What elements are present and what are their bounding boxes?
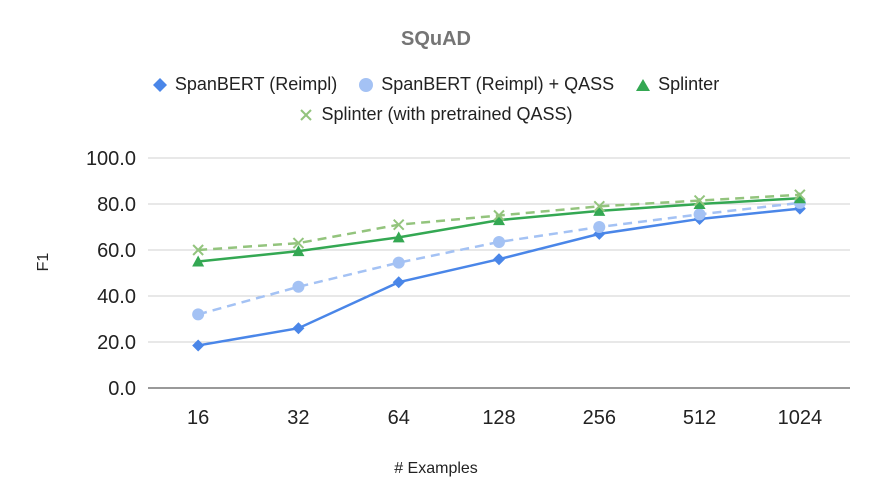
x-marker-stroke <box>393 218 405 231</box>
y-tick-label: 0.0 <box>108 378 136 400</box>
data-point-s0-2 <box>392 276 405 289</box>
legend-item-splinter: Splinter <box>636 74 719 95</box>
data-point-s1-0 <box>192 308 205 321</box>
x-tick-label: 512 <box>683 407 716 429</box>
legend-item-spanbert-qass: SpanBERT (Reimpl) + QASS <box>359 74 614 95</box>
data-point-s2-2 <box>392 231 405 243</box>
data-point-s2-0 <box>192 255 205 267</box>
data-point-s2-5 <box>693 198 706 209</box>
data-point-s0-1 <box>292 322 305 335</box>
data-point-s1-5 <box>693 208 706 221</box>
data-point-s1-1 <box>292 280 305 293</box>
legend-row-2: Splinter (with pretrained QASS) <box>0 104 872 125</box>
data-point-s3-5 <box>693 194 706 207</box>
data-point-s3-3 <box>493 209 505 222</box>
y-tick-label: 20.0 <box>97 332 136 354</box>
data-point-s3-0 <box>192 244 204 256</box>
data-point-s2-4 <box>593 204 606 216</box>
data-point-s0-0 <box>192 339 205 352</box>
circle-marker-icon <box>359 77 374 92</box>
data-point-s3-2 <box>393 218 405 231</box>
triangle-marker-icon <box>636 78 651 91</box>
y-axis-label: F1 <box>35 252 52 272</box>
data-point-s3-4 <box>593 200 605 213</box>
x-tick-label: 64 <box>388 407 410 429</box>
x-tick-label: 1024 <box>778 407 823 429</box>
legend-label-splinter: Splinter <box>658 74 720 94</box>
series-line-0 <box>197 207 800 347</box>
legend-row-1: SpanBERT (Reimpl) SpanBERT (Reimpl) + QA… <box>0 74 872 95</box>
chart-title: SQuAD <box>401 28 471 50</box>
x-marker-icon <box>300 108 313 121</box>
x-tick-label: 32 <box>287 407 309 429</box>
legend-label-spanbert-qass: SpanBERT (Reimpl) + QASS <box>381 74 615 94</box>
x-marker-stroke <box>292 237 305 249</box>
diamond-marker-icon <box>152 77 167 92</box>
data-point-s3-1 <box>292 237 305 249</box>
data-point-s2-1 <box>292 245 305 257</box>
series-line-2 <box>198 197 800 263</box>
x-axis-label: # Examples <box>394 460 478 477</box>
x-tick-label: 128 <box>482 407 515 429</box>
x-tick-label: 256 <box>583 407 616 429</box>
x-marker-stroke <box>794 189 806 201</box>
y-tick-label: 60.0 <box>97 240 136 262</box>
legend-label-spanbert: SpanBERT (Reimpl) <box>174 74 338 94</box>
data-point-s1-2 <box>392 256 405 269</box>
x-tick-label: 16 <box>187 407 209 429</box>
x-marker-stroke <box>192 244 204 256</box>
x-marker-stroke <box>493 209 505 222</box>
data-point-s2-6 <box>793 192 806 204</box>
data-point-s1-4 <box>593 221 606 233</box>
data-point-s0-3 <box>493 253 505 266</box>
legend-item-spanbert: SpanBERT (Reimpl) <box>152 74 338 95</box>
x-marker-stroke <box>593 200 605 213</box>
data-point-s2-3 <box>493 214 505 226</box>
y-tick-label: 40.0 <box>97 286 136 308</box>
y-tick-label: 100.0 <box>86 148 136 170</box>
x-marker-stroke <box>693 194 706 207</box>
legend-label-splinter-qass: Splinter (with pretrained QASS) <box>321 104 573 124</box>
data-point-s3-6 <box>794 189 806 201</box>
legend-item-splinter-qass: Splinter (with pretrained QASS) <box>299 104 573 125</box>
y-tick-label: 80.0 <box>97 194 136 216</box>
data-point-s1-3 <box>493 235 505 248</box>
